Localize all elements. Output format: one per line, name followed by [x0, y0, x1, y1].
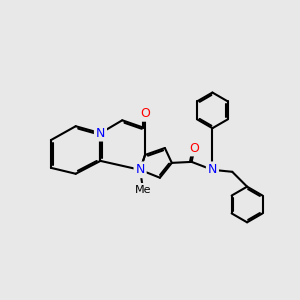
Text: N: N [135, 163, 145, 176]
Text: N: N [208, 163, 217, 176]
Text: O: O [140, 107, 150, 120]
Text: O: O [190, 142, 200, 154]
Text: Me: Me [135, 184, 151, 195]
Text: N: N [96, 127, 105, 140]
